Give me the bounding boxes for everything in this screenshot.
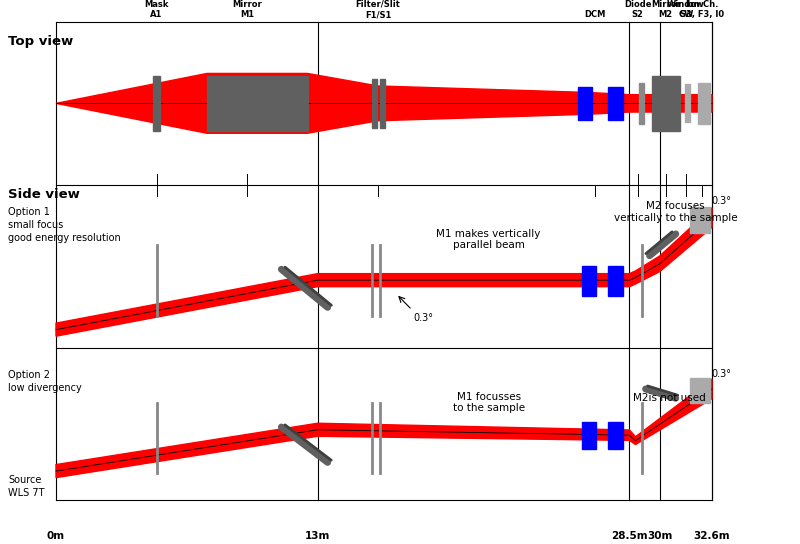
Text: 0m: 0m [47,531,65,541]
Bar [639,83,644,124]
Text: Top view: Top view [8,35,74,48]
Text: M1 makes vertically
parallel beam: M1 makes vertically parallel beam [437,228,541,250]
Text: 30m: 30m [647,531,672,541]
Text: Side view: Side view [8,188,80,201]
Text: 0.3°: 0.3° [414,313,434,323]
Text: Option 2
low divergency: Option 2 low divergency [8,370,82,393]
Bar [207,76,307,131]
Bar [582,266,597,296]
Text: M2 focuses
vertically to the sample: M2 focuses vertically to the sample [614,201,738,223]
Bar [608,266,622,296]
Text: Slit,
Zoneplate
Diode
S2: Slit, Zoneplate Diode S2 [614,0,662,19]
Text: Mirror
M2: Mirror M2 [651,0,681,19]
Text: Window
CW: Window CW [667,0,705,19]
Text: Mirror
M1: Mirror M1 [232,0,262,19]
Text: Option 1
small focus
good energy resolution: Option 1 small focus good energy resolut… [8,207,121,243]
Bar [578,87,593,120]
Text: 13m: 13m [305,531,330,541]
Text: 0.3°: 0.3° [711,369,731,379]
Bar [690,378,710,403]
Text: Slit,
Filter
Ion.Ch.
S3, F3, I0: Slit, Filter Ion.Ch. S3, F3, I0 [680,0,724,19]
Polygon shape [56,73,712,133]
Text: 0.3°: 0.3° [711,196,731,206]
Text: 32.6m: 32.6m [694,531,730,541]
Text: DCM: DCM [585,10,606,19]
Bar [686,84,690,122]
Text: Filter/Slit
F1/S1: Filter/Slit F1/S1 [355,0,401,19]
Bar [154,76,160,131]
Bar [582,422,597,449]
Text: M2is not used: M2is not used [634,393,706,403]
Bar [372,79,377,128]
Bar [380,79,385,128]
Bar [652,76,680,131]
Text: 28.5m: 28.5m [611,531,648,541]
Bar [698,83,710,124]
Text: Mask
A1: Mask A1 [145,0,169,19]
Text: M1 focusses
to the sample: M1 focusses to the sample [453,392,525,413]
Bar [690,207,710,233]
Bar [608,422,622,449]
Polygon shape [56,379,712,478]
Polygon shape [56,208,712,336]
Bar [608,87,622,120]
Text: Source
WLS 7T: Source WLS 7T [8,474,45,498]
